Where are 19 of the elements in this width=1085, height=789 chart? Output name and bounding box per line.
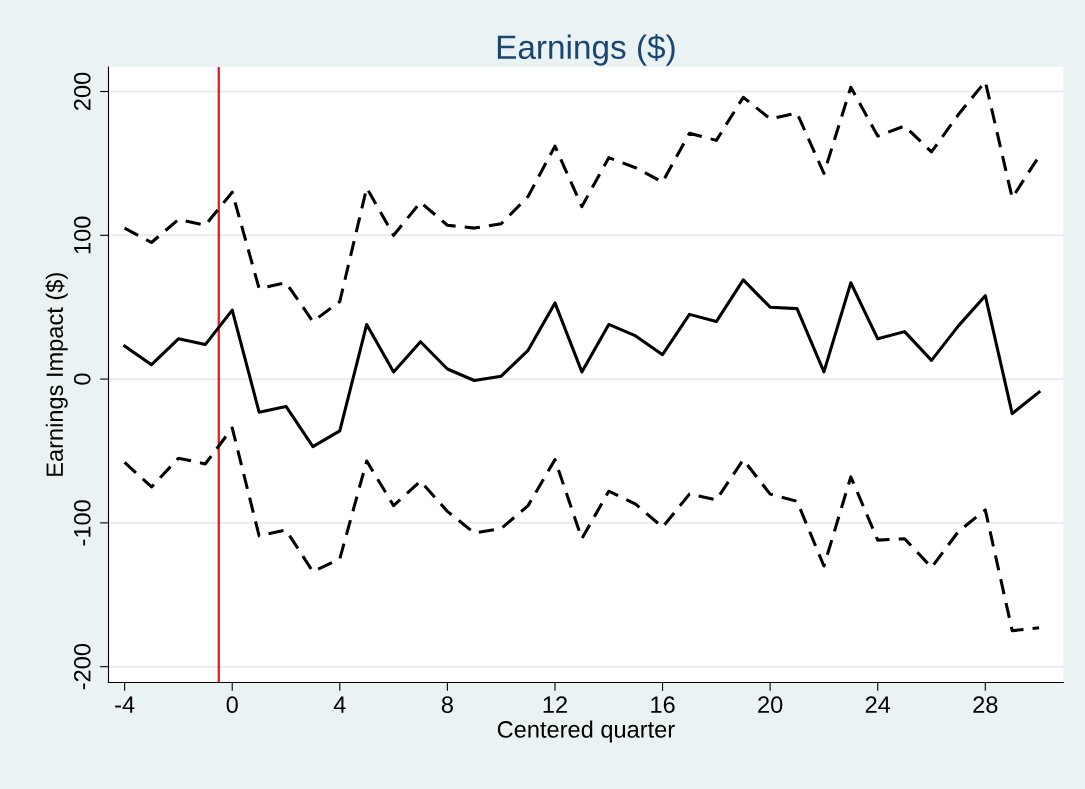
x-tick-label: 12 bbox=[543, 696, 567, 713]
x-tick-label: 16 bbox=[651, 696, 675, 714]
x-tick-label: 28 bbox=[973, 696, 998, 714]
x-tick-label: 0 bbox=[226, 696, 238, 714]
x-tick-label: 24 bbox=[865, 696, 891, 713]
x-axis-title: Centered quarter bbox=[497, 720, 675, 743]
x-tick-label: 8 bbox=[441, 696, 453, 714]
y-tick-label: 200 bbox=[73, 72, 91, 111]
chart-title: Earnings ($) bbox=[497, 34, 675, 66]
y-tick-label: -200 bbox=[73, 643, 91, 690]
y-tick-label: 0 bbox=[73, 373, 91, 385]
y-tick-label: -100 bbox=[73, 500, 91, 546]
y-tick-label: 100 bbox=[73, 216, 91, 254]
line-series bbox=[123, 426, 1041, 633]
line-series bbox=[123, 278, 1041, 449]
y-axis-title: Earnings Impact ($) bbox=[45, 273, 68, 476]
x-tick-label: 20 bbox=[758, 696, 783, 714]
x-tick-label: 4 bbox=[333, 696, 346, 713]
x-tick-label: -4 bbox=[115, 696, 135, 713]
